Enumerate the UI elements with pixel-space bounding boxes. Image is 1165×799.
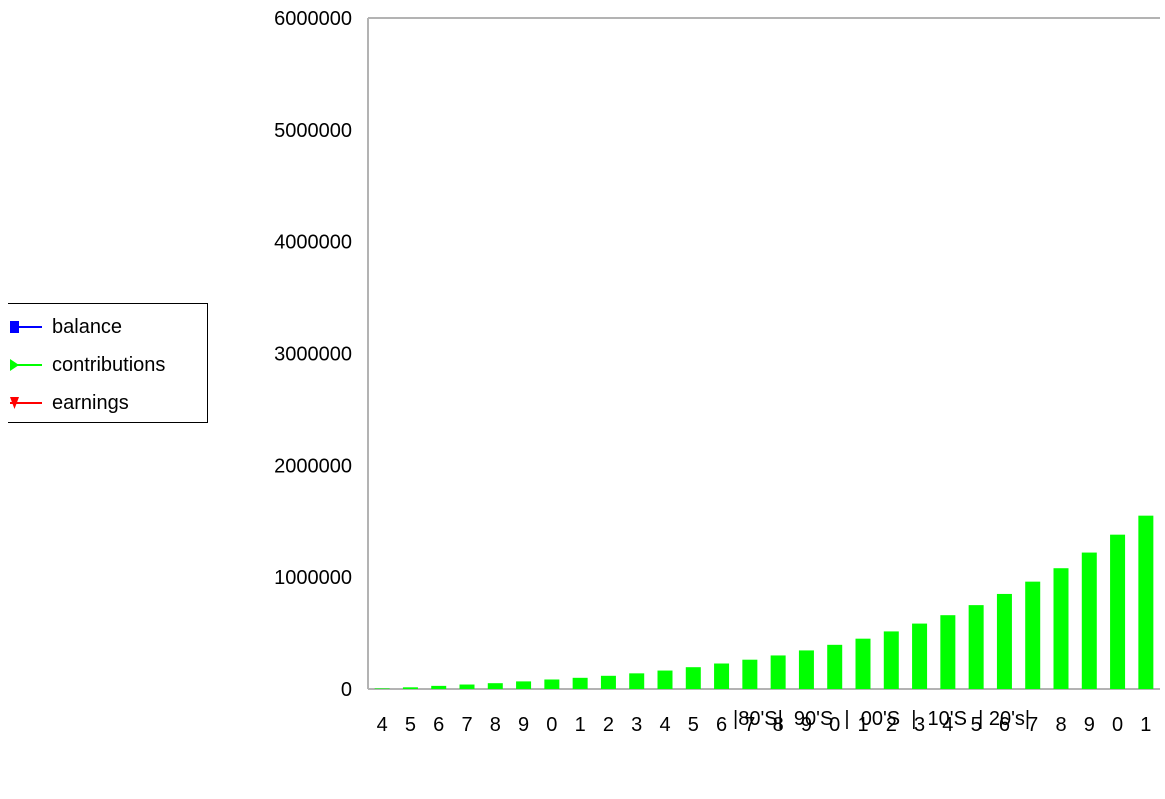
y-tick-label: 2000000 <box>274 455 352 477</box>
y-tick-label: 0 <box>341 679 352 701</box>
x-tick-label: 7 <box>461 714 472 736</box>
x-tick-label: 5 <box>971 714 982 736</box>
bar <box>883 631 899 689</box>
bar <box>1110 534 1126 689</box>
bar <box>770 655 786 689</box>
bar <box>827 644 843 689</box>
bar <box>855 638 871 689</box>
bar <box>968 605 984 689</box>
bar <box>996 593 1012 689</box>
legend: balance contributions earnings <box>8 303 208 423</box>
x-tick-label: 6 <box>716 714 727 736</box>
x-tick-label: 8 <box>490 714 501 736</box>
bar <box>657 670 673 689</box>
x-tick-label: 5 <box>405 714 416 736</box>
x-tick-label: 3 <box>914 714 925 736</box>
bar <box>572 677 588 689</box>
bar <box>1025 581 1041 689</box>
bar <box>516 681 532 689</box>
legend-item-earnings: earnings <box>8 388 129 418</box>
x-tick-label: 6 <box>999 714 1010 736</box>
bar <box>1081 552 1097 689</box>
x-tick-label: 7 <box>1027 714 1038 736</box>
bar <box>714 663 730 689</box>
y-tick-label: 6000000 <box>274 8 352 30</box>
legend-label-balance: balance <box>52 315 123 338</box>
bar <box>742 659 758 689</box>
x-tick-label: 8 <box>1055 714 1066 736</box>
x-tick-label: 1 <box>857 714 868 736</box>
bar <box>798 650 814 689</box>
bar <box>431 685 447 689</box>
bar <box>1138 515 1154 689</box>
x-tick-label: 0 <box>829 714 840 736</box>
legend-label-contributions: contributions <box>52 353 166 376</box>
x-tick-label: 9 <box>801 714 812 736</box>
legend-swatch-balance <box>8 317 46 337</box>
x-tick-label: 8 <box>773 714 784 736</box>
x-tick-label: 5 <box>688 714 699 736</box>
legend-swatch-contributions <box>8 355 46 375</box>
y-tick-label: 1000000 <box>274 567 352 589</box>
bar <box>487 683 503 689</box>
x-tick-label: 1 <box>1140 714 1151 736</box>
legend-swatch-earnings <box>8 393 46 413</box>
x-tick-label: 1 <box>575 714 586 736</box>
y-tick-label: 5000000 <box>274 120 352 142</box>
bar <box>629 673 645 689</box>
x-tick-label: 4 <box>942 714 953 736</box>
y-tick-label: 4000000 <box>274 232 352 254</box>
x-tick-label: 0 <box>546 714 557 736</box>
y-tick-label: 3000000 <box>274 344 352 366</box>
bar <box>1053 568 1069 689</box>
bar <box>374 688 390 689</box>
bar <box>600 675 616 689</box>
x-tick-label: 4 <box>659 714 670 736</box>
bar <box>940 615 956 689</box>
x-tick-label: 3 <box>631 714 642 736</box>
legend-label-earnings: earnings <box>52 391 129 414</box>
bars <box>374 515 1154 689</box>
x-tick-label: 7 <box>744 714 755 736</box>
bar <box>912 623 928 689</box>
bar <box>685 667 701 689</box>
x-tick-label: 2 <box>603 714 614 736</box>
bar <box>544 679 560 689</box>
y-tick-labels: 0 1000000 2000000 3000000 4000000 5000000 6000… <box>274 8 352 701</box>
x-tick-label: 9 <box>518 714 529 736</box>
x-tick-label: 9 <box>1084 714 1095 736</box>
legend-item-balance: balance <box>8 312 122 342</box>
legend-item-contributions: contributions <box>8 350 165 380</box>
decade-label: |80'S| 90'S | 00'S | 10'S | 20's| <box>733 708 1031 730</box>
bar <box>402 687 418 689</box>
x-tick-label: 4 <box>377 714 388 736</box>
x-tick-label: 2 <box>886 714 897 736</box>
bar <box>459 684 475 689</box>
x-tick-label: 6 <box>433 714 444 736</box>
chart-axes <box>367 17 1160 690</box>
x-tick-label: 0 <box>1112 714 1123 736</box>
